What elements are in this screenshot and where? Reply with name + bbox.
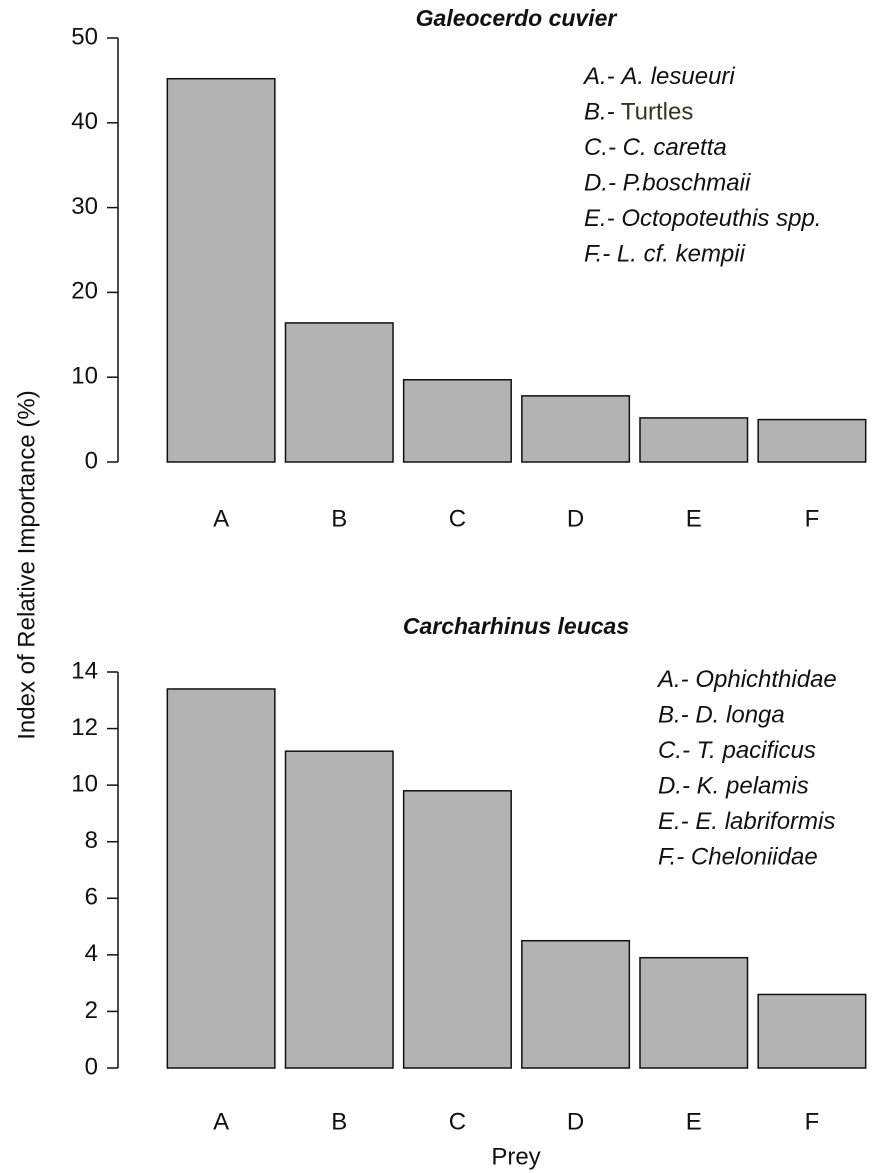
- legend-entry: A.- Ophichthidae: [656, 666, 837, 693]
- y-tick-label: 4: [85, 940, 98, 967]
- bar: [757, 993, 867, 1069]
- legend-name: Octopoteuthis spp.: [621, 205, 821, 232]
- y-tick-label: 30: [71, 193, 98, 220]
- bar: [402, 790, 512, 1069]
- legend-entry: D.- P.boschmaii: [584, 170, 751, 197]
- x-tick-label: B: [331, 505, 347, 532]
- legend-entry: C.- C. caretta: [584, 134, 727, 161]
- legend-key: B.-: [584, 99, 615, 126]
- legend-name: L. cf. kempii: [617, 241, 746, 268]
- legend-key: C.-: [658, 737, 690, 764]
- legend-name: C. caretta: [623, 134, 727, 161]
- x-tick-label: F: [805, 505, 820, 532]
- y-tick-label: 12: [71, 714, 98, 741]
- bar: [521, 395, 631, 463]
- y-tick-label: 8: [85, 827, 98, 854]
- legend-entry: E.- E. labriformis: [658, 808, 835, 835]
- legend-name: T. pacificus: [697, 737, 816, 764]
- legend-key: A.-: [656, 666, 689, 693]
- legend-key: C.-: [584, 134, 616, 161]
- legend-key: F.-: [658, 844, 684, 871]
- x-axis-label: Prey: [491, 1143, 540, 1170]
- y-axis-label: Index of Relative Importance (%): [13, 390, 40, 740]
- legend-key: F.-: [584, 241, 610, 268]
- y-tick-label: 14: [71, 657, 98, 684]
- x-tick-label: D: [567, 505, 584, 532]
- legend-name: Cheloniidae: [691, 844, 818, 871]
- legend-key: E.-: [658, 808, 689, 835]
- legend-name: E. labriformis: [695, 808, 835, 835]
- bar: [639, 956, 749, 1069]
- bar: [166, 688, 276, 1069]
- y-tick-label: 40: [71, 108, 98, 135]
- x-tick-label: E: [686, 1108, 702, 1135]
- bar: [757, 418, 867, 463]
- y-tick-label: 6: [85, 884, 98, 911]
- bar: [521, 939, 631, 1069]
- legend-name: Turtles: [621, 99, 693, 126]
- y-tick-label: 0: [85, 447, 98, 474]
- y-tick-label: 2: [85, 997, 98, 1024]
- y-tick-label: 50: [71, 23, 98, 50]
- legend-name: P.boschmaii: [623, 170, 751, 197]
- y-tick-label: 0: [85, 1053, 98, 1080]
- bar: [284, 322, 394, 463]
- x-tick-label: E: [686, 505, 702, 532]
- bar: [284, 750, 394, 1069]
- legend-entry: B.- D. longa: [658, 702, 785, 729]
- y-tick-label: 10: [71, 770, 98, 797]
- legend-entry: D.- K. pelamis: [658, 773, 809, 800]
- legend-entry: C.- T. pacificus: [658, 737, 816, 764]
- legend-key: D.-: [584, 170, 616, 197]
- legend-name: K. pelamis: [697, 773, 809, 800]
- x-tick-label: C: [449, 505, 466, 532]
- legend-name: D. longa: [695, 702, 784, 729]
- legend-key: E.-: [584, 205, 615, 232]
- x-tick-label: D: [567, 1108, 584, 1135]
- y-tick-label: 10: [71, 363, 98, 390]
- chart-title: Carcharhinus leucas: [403, 613, 629, 639]
- legend-entry: B.- Turtles: [584, 99, 693, 126]
- legend-key: B.-: [658, 702, 689, 729]
- legend-key: D.-: [658, 773, 690, 800]
- bar: [639, 417, 749, 463]
- x-tick-label: F: [805, 1108, 820, 1135]
- legend-entry: E.- Octopoteuthis spp.: [584, 205, 821, 232]
- legend-entry: A.- A. lesueuri: [582, 63, 735, 90]
- x-tick-label: B: [331, 1108, 347, 1135]
- y-tick-label: 20: [71, 278, 98, 305]
- x-tick-label: C: [449, 1108, 466, 1135]
- legend-entry: F.- Cheloniidae: [658, 844, 818, 871]
- legend-entry: F.- L. cf. kempii: [584, 241, 746, 268]
- bar: [402, 378, 512, 463]
- legend-key: A.-: [582, 63, 615, 90]
- legend-name: A. lesueuri: [619, 63, 735, 90]
- x-tick-label: A: [213, 505, 229, 532]
- chart-title: Galeocerdo cuvier: [416, 5, 618, 31]
- legend-name: Ophichthidae: [695, 666, 836, 693]
- bar: [166, 77, 276, 463]
- x-tick-label: A: [213, 1108, 229, 1135]
